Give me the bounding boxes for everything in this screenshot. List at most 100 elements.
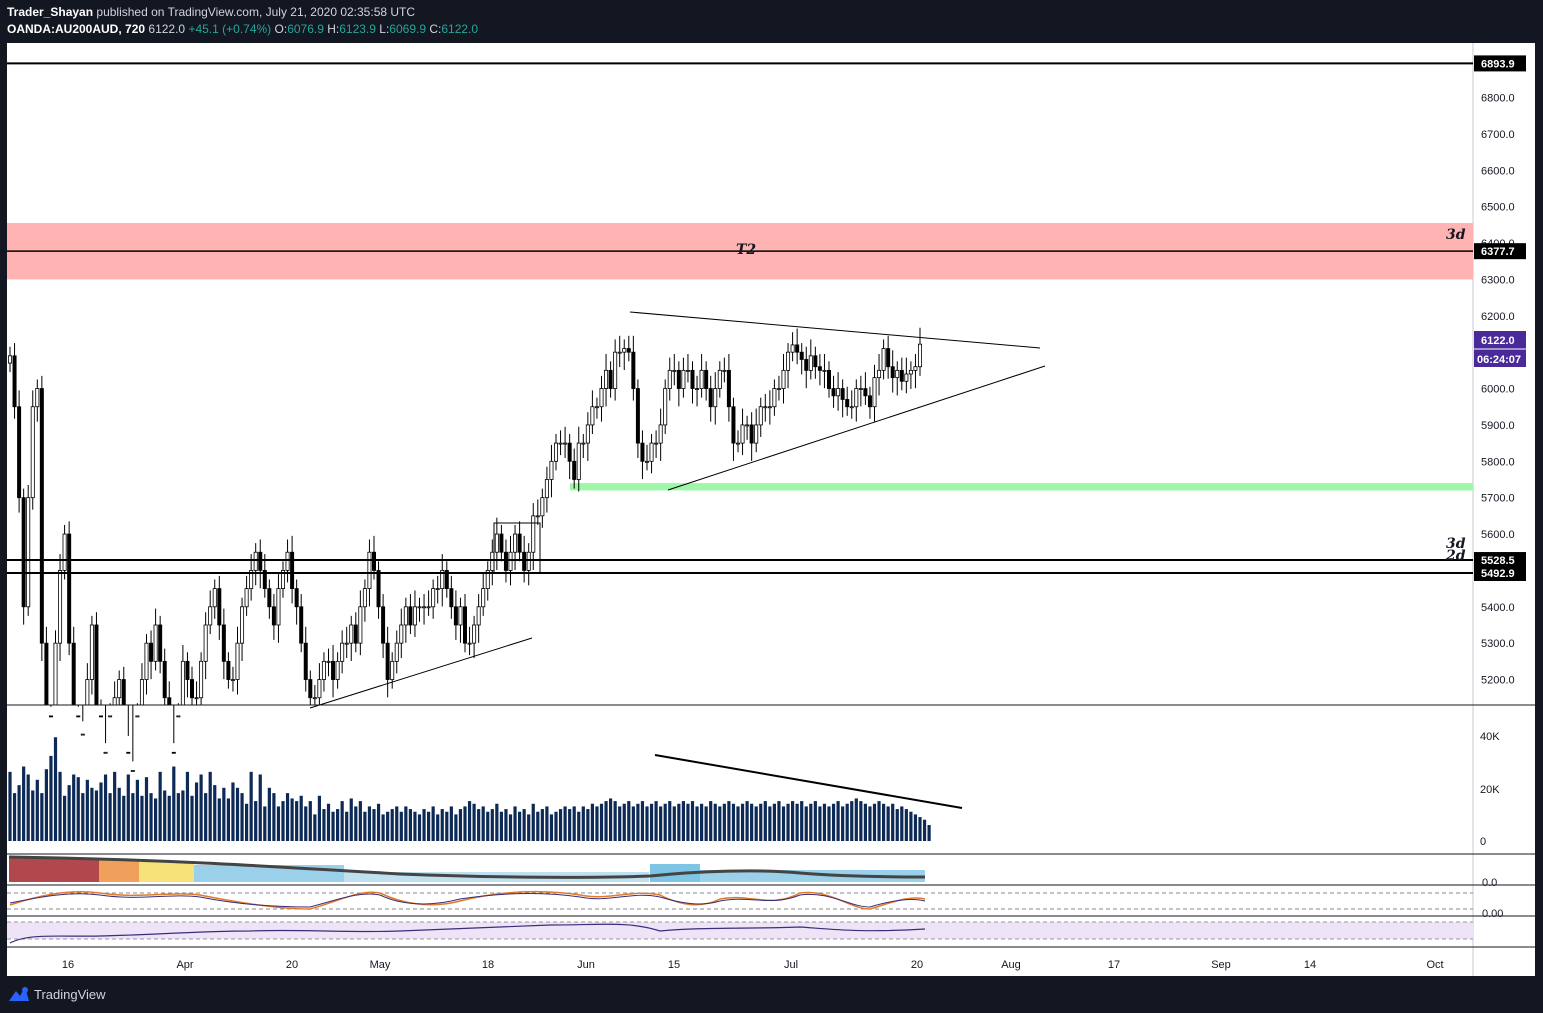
volume-bar: [531, 803, 535, 841]
candle: [513, 524, 518, 571]
candle: [308, 670, 313, 705]
candle: [617, 335, 622, 368]
candle: [235, 626, 240, 695]
candle: [476, 594, 481, 643]
candle: [94, 612, 99, 706]
candle: [836, 372, 841, 411]
candle: [462, 594, 467, 653]
volume-bar: [927, 825, 931, 841]
volume-bar: [285, 793, 290, 841]
volume-bar: [822, 803, 827, 841]
candle: [881, 339, 886, 380]
volume-bar: [909, 811, 913, 841]
consolidation-box[interactable]: [493, 522, 541, 574]
volume-bar: [299, 795, 303, 841]
volume-bar: [354, 806, 358, 841]
candle: [412, 590, 417, 637]
candle: [280, 561, 285, 598]
rising-trendline[interactable]: [309, 637, 533, 709]
stochastic-indicator: 0.00: [7, 890, 1503, 920]
tradingview-logo-icon[interactable]: [8, 985, 30, 1003]
rsi-indicator: [7, 921, 1473, 944]
svg-text:5492.9: 5492.9: [1481, 568, 1515, 580]
price-tick-label: 6200.0: [1481, 311, 1515, 323]
volume-bar: [513, 806, 517, 841]
vol-tick-40k: 40K: [1480, 731, 1500, 743]
candle: [208, 590, 213, 635]
volume-bar: [331, 811, 335, 841]
volume-trendline[interactable]: [654, 754, 963, 809]
candle: [422, 594, 427, 625]
candle: [558, 430, 563, 456]
volume-bar: [640, 801, 645, 841]
time-label: 20: [286, 959, 298, 971]
candle: [776, 375, 781, 401]
volume-bar: [317, 795, 321, 841]
volume-bar: [599, 803, 604, 841]
tradingview-brand[interactable]: TradingView: [34, 987, 106, 1002]
volume-bar: [90, 787, 94, 841]
volume-bar: [886, 806, 890, 841]
volume-bars: [8, 737, 931, 841]
footer: TradingView: [0, 976, 1543, 1013]
candle: [89, 615, 94, 695]
candle: [863, 372, 868, 405]
triangle-upper-trendline[interactable]: [629, 311, 1041, 349]
volume-bar: [194, 782, 199, 841]
candle: [494, 517, 499, 571]
volume-bar: [99, 782, 103, 841]
author-name[interactable]: Trader_Shayan: [7, 5, 94, 19]
volume-bar: [408, 809, 412, 841]
candle: [326, 648, 331, 677]
time-label: Jun: [577, 959, 595, 971]
candle: [30, 390, 35, 510]
volume-bar: [863, 803, 867, 841]
volume-bar: [140, 795, 144, 841]
volume-bar: [17, 785, 21, 841]
publish-info: published on TradingView.com, July 21, 2…: [96, 5, 416, 19]
candle: [640, 430, 645, 480]
candle: [444, 561, 449, 598]
price-chart[interactable]: T2 3d 3d 2d 5200.05300.05400.05500.05600…: [0, 43, 1543, 976]
candle: [203, 612, 208, 680]
level-label-6377: 6377.7: [1474, 243, 1526, 260]
volume-bar: [695, 806, 699, 841]
volume-bar: [108, 793, 112, 841]
volume-bar: [622, 803, 626, 841]
candle: [126, 705, 131, 754]
volume-bar: [208, 771, 212, 841]
volume-bar: [563, 806, 567, 841]
candle: [781, 353, 786, 404]
volume-bar: [754, 806, 758, 841]
volume-bar: [645, 806, 649, 841]
volume-bar: [681, 801, 685, 841]
candle: [672, 353, 677, 386]
candle: [594, 397, 599, 419]
candle: [212, 579, 217, 619]
volume-bar: [267, 787, 271, 841]
candle: [453, 590, 458, 640]
time-label: May: [370, 959, 391, 971]
candle: [80, 705, 85, 736]
volume-bar: [636, 803, 640, 841]
candle: [303, 626, 308, 692]
support-zone[interactable]: [570, 483, 1473, 491]
candle: [481, 572, 486, 616]
volume-bar: [158, 771, 162, 841]
volume-bar: [522, 809, 526, 841]
triangle-lower-trendline[interactable]: [667, 365, 1046, 491]
volume-bar: [904, 809, 908, 841]
candle: [353, 612, 358, 653]
level-label-5492: 5492.9: [1474, 565, 1526, 582]
candlestick-series: [7, 327, 923, 772]
candle: [786, 343, 791, 389]
candle: [158, 615, 163, 674]
volume-bar: [477, 809, 481, 841]
symbol-label[interactable]: OANDA:AU200AUD, 720: [7, 22, 146, 36]
candle: [626, 335, 631, 362]
candle: [12, 343, 17, 419]
volume-bar: [604, 801, 608, 841]
candle: [827, 361, 832, 398]
volume-bar: [349, 798, 353, 841]
volume-bar: [750, 803, 754, 841]
